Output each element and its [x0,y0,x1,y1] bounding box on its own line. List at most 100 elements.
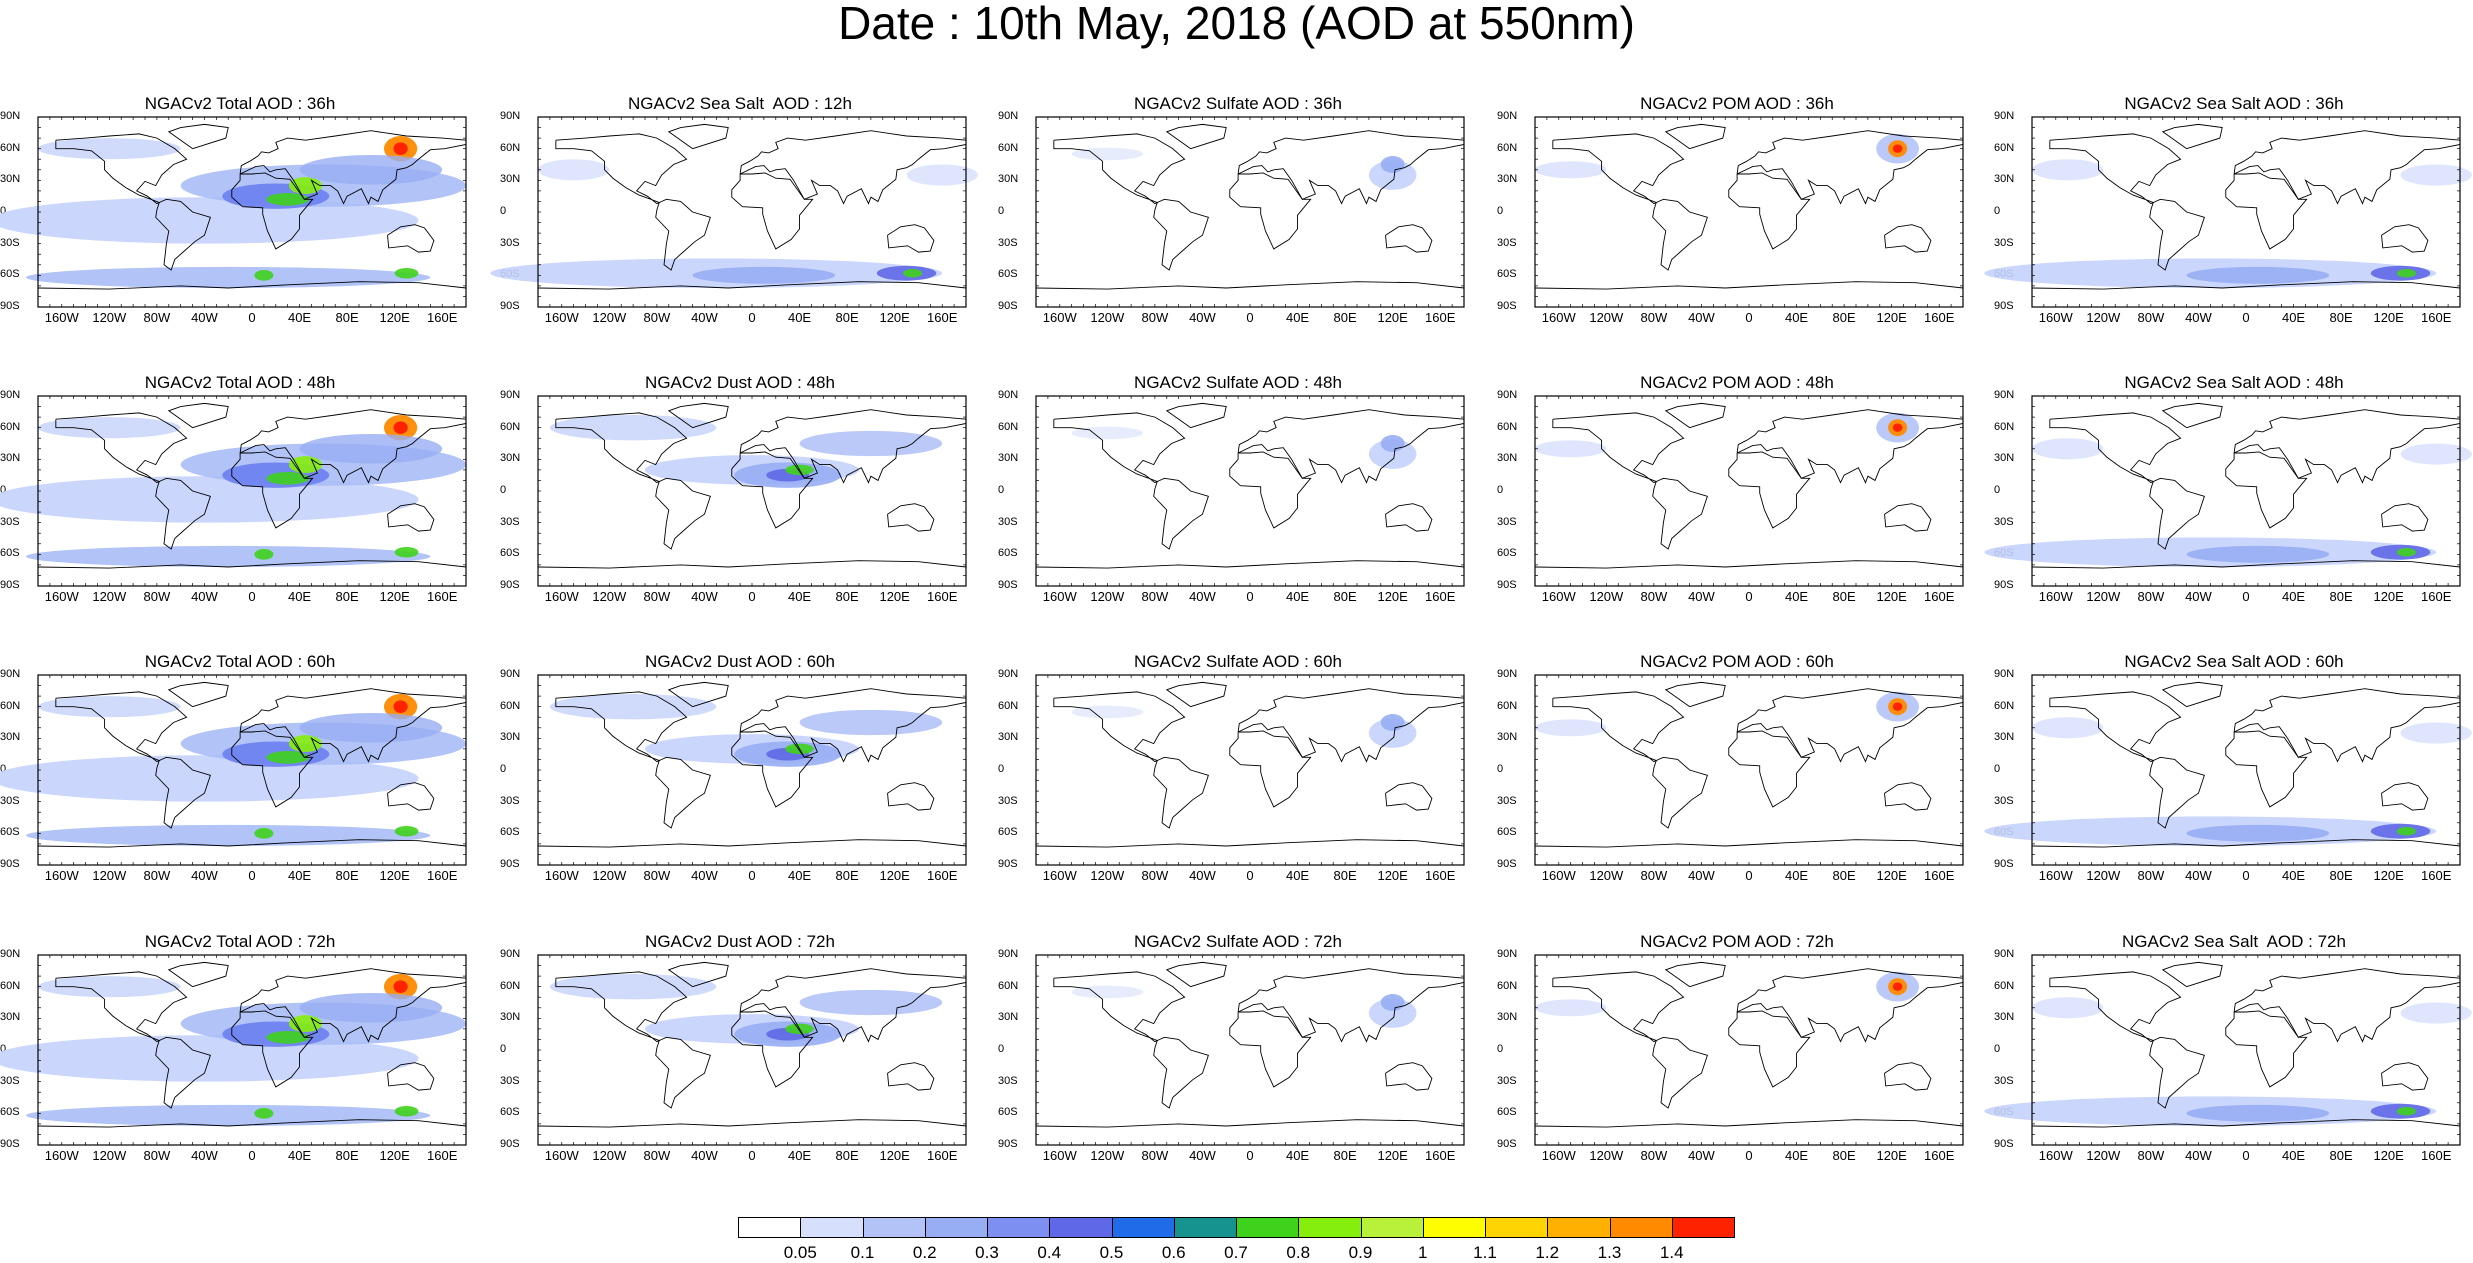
lat-tick-label: 30S [500,1074,520,1087]
lon-tick-label: 80W [643,310,671,325]
lon-tick-label: 40W [191,1148,218,1163]
lat-tick-label: 60N [1497,699,1518,712]
map-frame [2031,674,2461,866]
coastline [167,961,229,988]
map-panel: NGACv2 Total AOD : 36h 90N 60N 30N 0 30S 60S 90… [0,94,480,364]
lon-tick-label: 120E [2373,868,2404,883]
lon-tick-label: 40E [1285,1148,1310,1163]
lon-tick-label: 80W [643,1148,671,1163]
lat-tick-label: 60N [998,699,1019,712]
panel-title: NGACv2 Total AOD : 60h [144,652,336,671]
lon-tick-label: 80W [2137,1148,2165,1163]
lon-tick-label: 160W [44,868,79,883]
aod-plume [2186,545,2330,563]
lon-tick-label: 0 [2242,868,2250,883]
lon-tick-label: 40W [2185,868,2212,883]
lat-tick-label: 90N [1994,948,2015,960]
aod-plume [2400,722,2472,744]
lat-tick-label: 60N [500,141,521,154]
coastline [2225,172,2308,250]
aod-map [1984,116,2472,308]
colorbar-swatch [987,1217,1051,1238]
colorbar-label: 0.1 [850,1243,875,1262]
colorbar-label: 1.2 [1535,1243,1560,1262]
lon-tick-label: 80W [1640,589,1668,604]
coastline [1229,1010,1312,1088]
lon-tick-label: 80W [143,310,171,325]
aod-plume [394,267,419,279]
lat-tick-label: 90S [500,1138,520,1150]
coastline [1884,782,1932,811]
colorbar-label: 0.9 [1348,1243,1373,1262]
lat-tick-label: 30S [998,236,1018,249]
aod-plume [799,709,943,736]
coastline [231,451,314,529]
lon-tick-label: 40W [691,1148,718,1163]
coastline [37,281,467,290]
lat-tick-label: 90N [1497,668,1518,680]
lon-tick-label: 120W [1090,310,1125,325]
colorbar-swatch [1360,1217,1424,1238]
lat-tick-label: 90N [998,110,1019,122]
map-panel: NGACv2 Sea Salt AOD : 36h90N60N30N030S60… [1984,94,2473,364]
coastline [1237,409,1465,484]
coastline [155,756,211,829]
coastline [667,681,729,708]
lat-tick-label: 90S [1994,579,2014,591]
lon-tick-label: 40E [1784,589,1809,604]
lat-tick-label: 90S [500,858,520,870]
lon-tick-label: 120W [2086,589,2121,604]
lat-tick-label: 60N [0,420,21,433]
lat-tick-label: 30N [500,173,521,186]
map-panel: NGACv2 Sulfate AOD : 48h 90N 60N 30N 0 30S 60S… [998,373,1478,643]
lon-tick-label: 120E [1377,589,1408,604]
lon-tick-label: 120E [1876,868,1907,883]
aod-plume [549,694,717,720]
coastline [2233,968,2461,1043]
map-panel: NGACv2 Total AOD : 72h 90N 60N 30N 0 30S 60S 90… [0,932,480,1202]
aod-plume [1892,144,1903,153]
coastline [1884,503,1932,532]
coastline [387,503,435,532]
lon-tick-label: 0 [748,1148,756,1163]
lon-tick-label: 120W [592,310,627,325]
coastline [2381,1062,2429,1091]
map-frame [1035,395,1465,587]
lon-tick-label: 120E [2373,1148,2404,1163]
coastline [239,409,467,484]
lon-tick-label: 160E [1425,589,1456,604]
coastline [1385,503,1433,532]
lat-tick-label: 0 [998,205,1005,217]
colorbar-swatch [862,1217,926,1238]
lon-tick-label: 80W [143,589,171,604]
aod-plume [1535,440,1607,458]
lat-tick-label: 30N [998,731,1019,744]
map-frame [1534,954,1964,1146]
coastline [55,133,188,205]
lon-tick-label: 40E [2281,868,2306,883]
lat-tick-label: 30S [1994,1074,2014,1087]
colorbar-label: 1.3 [1597,1243,1622,1262]
coastline [739,409,967,484]
lon-tick-label: 0 [1246,1148,1254,1163]
lon-tick-label: 160W [1541,589,1576,604]
lat-tick-label: 60N [998,141,1019,154]
map-background [1036,396,1464,586]
coastline [1736,688,1964,763]
lat-tick-label: 90S [0,858,20,870]
coastline [887,782,935,811]
lon-tick-label: 40W [691,310,718,325]
lat-tick-label: 60S [0,268,20,281]
lon-tick-label: 80W [1640,310,1668,325]
panel-title: NGACv2 Total AOD : 72h [144,932,336,951]
lat-tick-label: 90S [1497,300,1517,312]
lon-tick-label: 80E [2329,868,2353,883]
lon-tick-label: 80E [335,310,359,325]
coastline [2381,782,2429,811]
lon-tick-label: 40E [1285,310,1310,325]
lon-tick-label: 0 [1246,589,1254,604]
lon-tick-label: 0 [1246,868,1254,883]
coastline [2233,130,2461,205]
aod-plume [26,824,431,846]
